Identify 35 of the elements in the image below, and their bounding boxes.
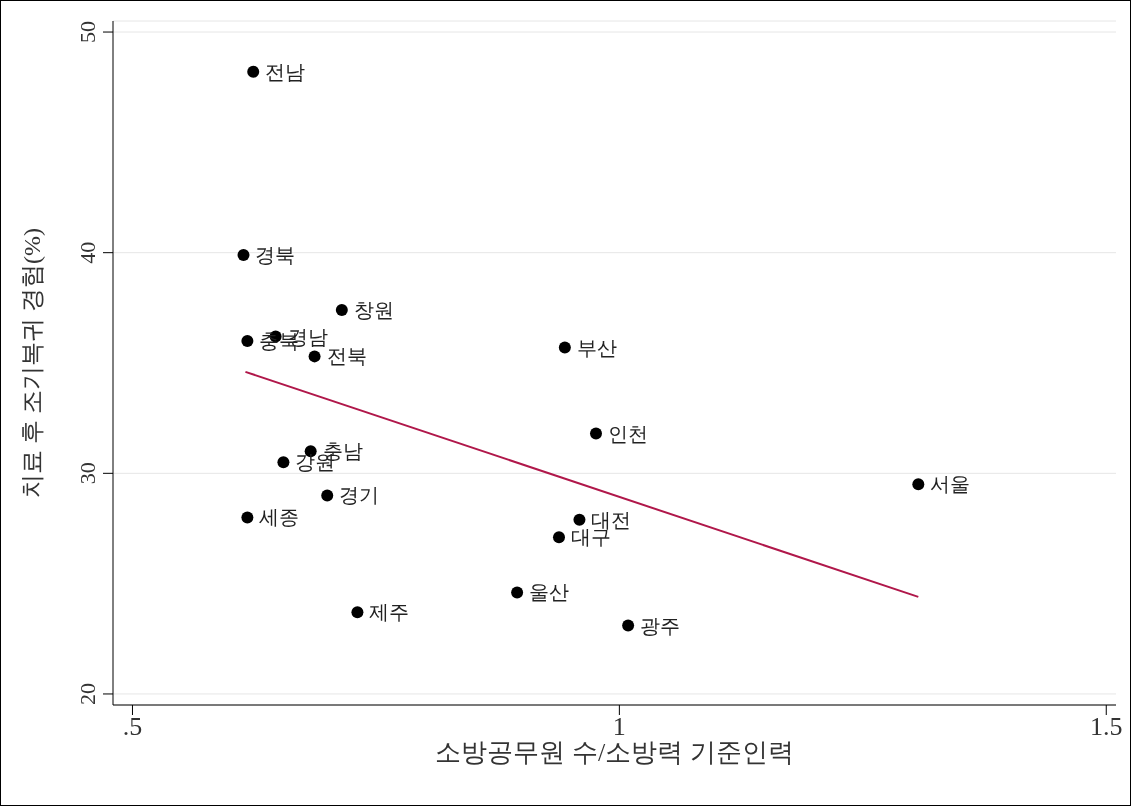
point [511, 586, 524, 599]
annotation: 창원 [353, 299, 394, 322]
point [590, 427, 602, 440]
annotation: 전남 [265, 60, 306, 83]
annotation: 부산 [576, 336, 617, 359]
point [237, 248, 250, 261]
point [277, 456, 290, 469]
annotation: 인천 [608, 422, 648, 445]
annotation: 제주 [369, 601, 410, 624]
annotation: 서울 [930, 473, 971, 496]
point [912, 478, 925, 491]
x-tick-label: 1.5 [1090, 712, 1123, 742]
y-tick-label: 30 [75, 462, 100, 485]
point [247, 65, 260, 78]
point [351, 606, 364, 619]
annotation: 세종 [259, 506, 300, 529]
point [241, 334, 254, 347]
point [308, 350, 321, 363]
annotation: 경기 [339, 484, 380, 507]
point [321, 489, 334, 502]
point [573, 513, 586, 526]
y-tick-label: 40 [75, 241, 100, 264]
annotation: 울산 [529, 581, 570, 604]
point [335, 304, 348, 317]
annotation: 광주 [640, 614, 681, 637]
annotation: 전북 [326, 345, 367, 368]
point [622, 619, 635, 632]
x-tick-label: .5 [122, 712, 143, 742]
point [558, 341, 571, 354]
y-axis-title: 치료 후 조기복귀 경험(%) [18, 228, 45, 498]
point [552, 531, 565, 544]
y-tick-label: 50 [75, 21, 100, 44]
annotation: 경북 [255, 243, 296, 266]
point [241, 511, 254, 524]
y-tick-label: 20 [75, 682, 100, 705]
